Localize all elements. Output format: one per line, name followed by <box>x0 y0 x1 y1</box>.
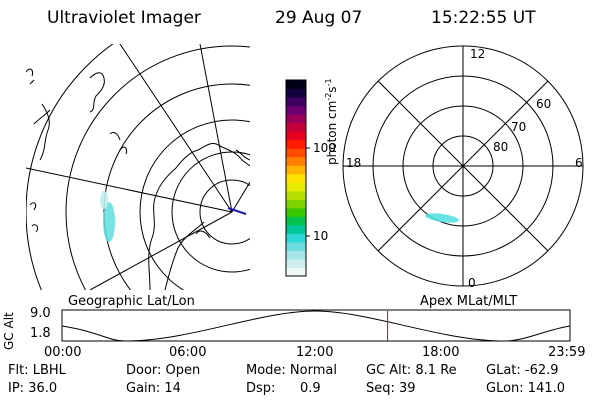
mlat-label-80: 80 <box>493 140 509 154</box>
coastline <box>235 149 250 161</box>
colorbar-cell <box>286 173 306 183</box>
dsp-value: 0.9 <box>300 381 321 396</box>
aurora-emission <box>100 191 108 209</box>
mlt-label-0: 0 <box>468 276 476 290</box>
instrument-title: Ultraviolet Imager <box>47 8 201 28</box>
mlat-label-70: 70 <box>511 120 527 134</box>
door-info: Door: Open <box>126 363 201 378</box>
glon-info: GLon: 141.0 <box>486 381 566 396</box>
colorbar-cell <box>286 216 306 226</box>
geo-meridian <box>199 44 233 213</box>
aurora-emission <box>103 202 115 242</box>
colorbar-cell <box>286 114 306 124</box>
colorbar-frame <box>285 79 307 277</box>
coastline <box>164 221 205 290</box>
geo-panel-label: Geographic Lat/Lon <box>68 294 195 309</box>
coastline <box>89 72 105 113</box>
colorbar-label: photon cm-2s-1 <box>324 78 339 165</box>
time-label: 15:22:55 UT <box>431 8 536 28</box>
apex-panel-label: Apex MLat/MLT <box>420 294 518 309</box>
coastline <box>29 202 39 233</box>
colorbar-cell <box>286 88 306 98</box>
coastline <box>109 131 127 155</box>
geo-meridian <box>26 167 233 213</box>
colorbar-cell <box>286 156 306 166</box>
ip-info: IP: 36.0 <box>8 381 58 396</box>
timeline-xtick: 18:00 <box>422 345 460 360</box>
mlat-label-60: 60 <box>536 97 552 111</box>
dsp-label: Dsp: <box>246 381 276 396</box>
coastline <box>26 68 35 85</box>
geo-lat-arc <box>199 179 250 245</box>
coastline <box>148 143 250 290</box>
timeline-xtick: 23:59 <box>548 345 586 360</box>
colorbar-cell <box>286 148 306 158</box>
gain-info: Gain: 14 <box>126 381 181 396</box>
geo-meridian <box>89 211 233 290</box>
seq-info: Seq: 39 <box>366 381 416 396</box>
timeline-xtick: 00:00 <box>44 345 82 360</box>
geo-lat-arc <box>65 45 250 290</box>
colorbar-cell <box>286 97 306 107</box>
spacecraft-marker <box>227 207 247 215</box>
colorbar-tick-label: 100 <box>313 141 336 155</box>
apex-polar-grid <box>342 45 584 287</box>
colorbar-cell <box>286 224 306 234</box>
date-label: 29 Aug 07 <box>275 8 363 28</box>
colorbar-cell <box>286 131 306 141</box>
aurora-emission-apex <box>425 213 459 223</box>
colorbar-cell <box>286 199 306 209</box>
mlt-label-6: 6 <box>575 156 583 170</box>
mode-info: Mode: Normal <box>246 363 337 378</box>
gc-alt-info: GC Alt: 8.1 Re <box>366 363 457 378</box>
colorbar-cell <box>286 258 306 268</box>
timeline-ytick: 1.8 <box>30 326 51 341</box>
geo-meridian <box>231 181 250 213</box>
glat-info: GLat: -62.9 <box>486 363 559 378</box>
coastline <box>33 103 51 161</box>
colorbar-cell <box>286 139 306 149</box>
geo-meridian <box>119 44 233 213</box>
colorbar-cell <box>286 105 306 115</box>
colorbar-cell <box>286 207 306 217</box>
colorbar-cell <box>286 241 306 251</box>
timeline-xtick: 12:00 <box>296 345 334 360</box>
colorbar-cell <box>286 267 306 277</box>
mlt-label-18: 18 <box>346 156 362 170</box>
colorbar-cell <box>286 190 306 200</box>
colorbar-cell <box>286 122 306 132</box>
colorbar-cell <box>286 165 306 175</box>
timeline-axis-label: GC Alt <box>2 312 16 350</box>
mlt-label-12: 12 <box>470 47 486 61</box>
timeline-ytick: 9.0 <box>30 306 51 321</box>
colorbar-cell <box>286 250 306 260</box>
altitude-curve <box>61 310 571 342</box>
colorbar <box>286 80 306 277</box>
filter-info: Flt: LBHL <box>8 363 66 378</box>
colorbar-cell <box>286 182 306 192</box>
mlt-line-diag <box>377 80 549 252</box>
colorbar-cell <box>286 80 306 90</box>
colorbar-cell <box>286 233 306 243</box>
coastline <box>195 230 211 239</box>
timeline-frame <box>61 309 571 342</box>
geo-lat-arc <box>139 119 250 290</box>
timeline-xtick: 06:00 <box>169 345 207 360</box>
colorbar-tick-label: 10 <box>313 229 329 243</box>
